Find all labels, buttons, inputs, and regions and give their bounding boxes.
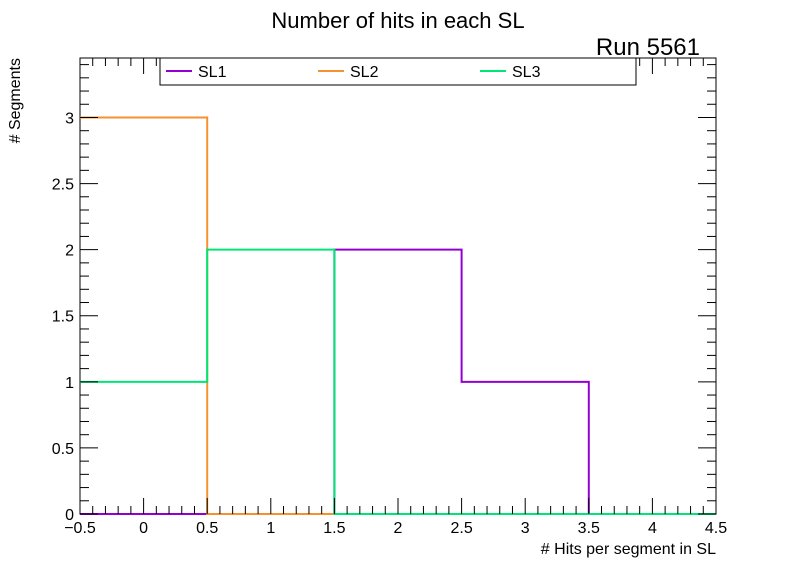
y-axis-label: # Segments	[7, 58, 24, 143]
x-tick-label: 3.5	[578, 520, 600, 537]
y-tick-label: 2	[65, 243, 74, 260]
y-tick-label: 3	[65, 110, 74, 127]
run-annotation: Run 5561	[596, 34, 700, 61]
x-tick-label: 0.5	[196, 520, 218, 537]
y-tick-label: 0.5	[52, 441, 74, 458]
legend-box	[159, 57, 637, 86]
legend: SL1 SL2 SL3	[159, 57, 637, 86]
x-tick-label: 2	[394, 520, 403, 537]
y-tick-label: 1	[65, 375, 74, 392]
y-tick-label: 0	[65, 507, 74, 524]
x-tick-label: 4.5	[705, 520, 727, 537]
series-layer	[80, 116, 716, 515]
x-tick-label: 1	[266, 520, 275, 537]
x-axis-label: # Hits per segment in SL	[541, 541, 716, 558]
series-sl2-step	[80, 116, 716, 515]
legend-label-sl1: SL1	[198, 64, 227, 81]
axis-layer: −0.5 0 0.5 1 1.5 2 2.5 3 3.5 4 4.500.511.522.53	[52, 58, 727, 537]
x-tick-label: −0.5	[64, 520, 96, 537]
legend-label-sl2: SL2	[350, 64, 379, 81]
x-tick-label: 3	[521, 520, 530, 537]
y-tick-label: 1.5	[52, 309, 74, 326]
legend-label-sl3: SL3	[512, 64, 541, 81]
y-tick-label: 2.5	[52, 177, 74, 194]
x-tick-label: 1.5	[323, 520, 345, 537]
x-tick-label: 2.5	[450, 520, 472, 537]
x-tick-label: 0	[139, 520, 148, 537]
series-sl3-step	[80, 248, 716, 515]
plot-frame	[79, 57, 717, 515]
chart-title: Number of hits in each SL	[271, 8, 524, 33]
x-tick-label: 4	[648, 520, 657, 537]
